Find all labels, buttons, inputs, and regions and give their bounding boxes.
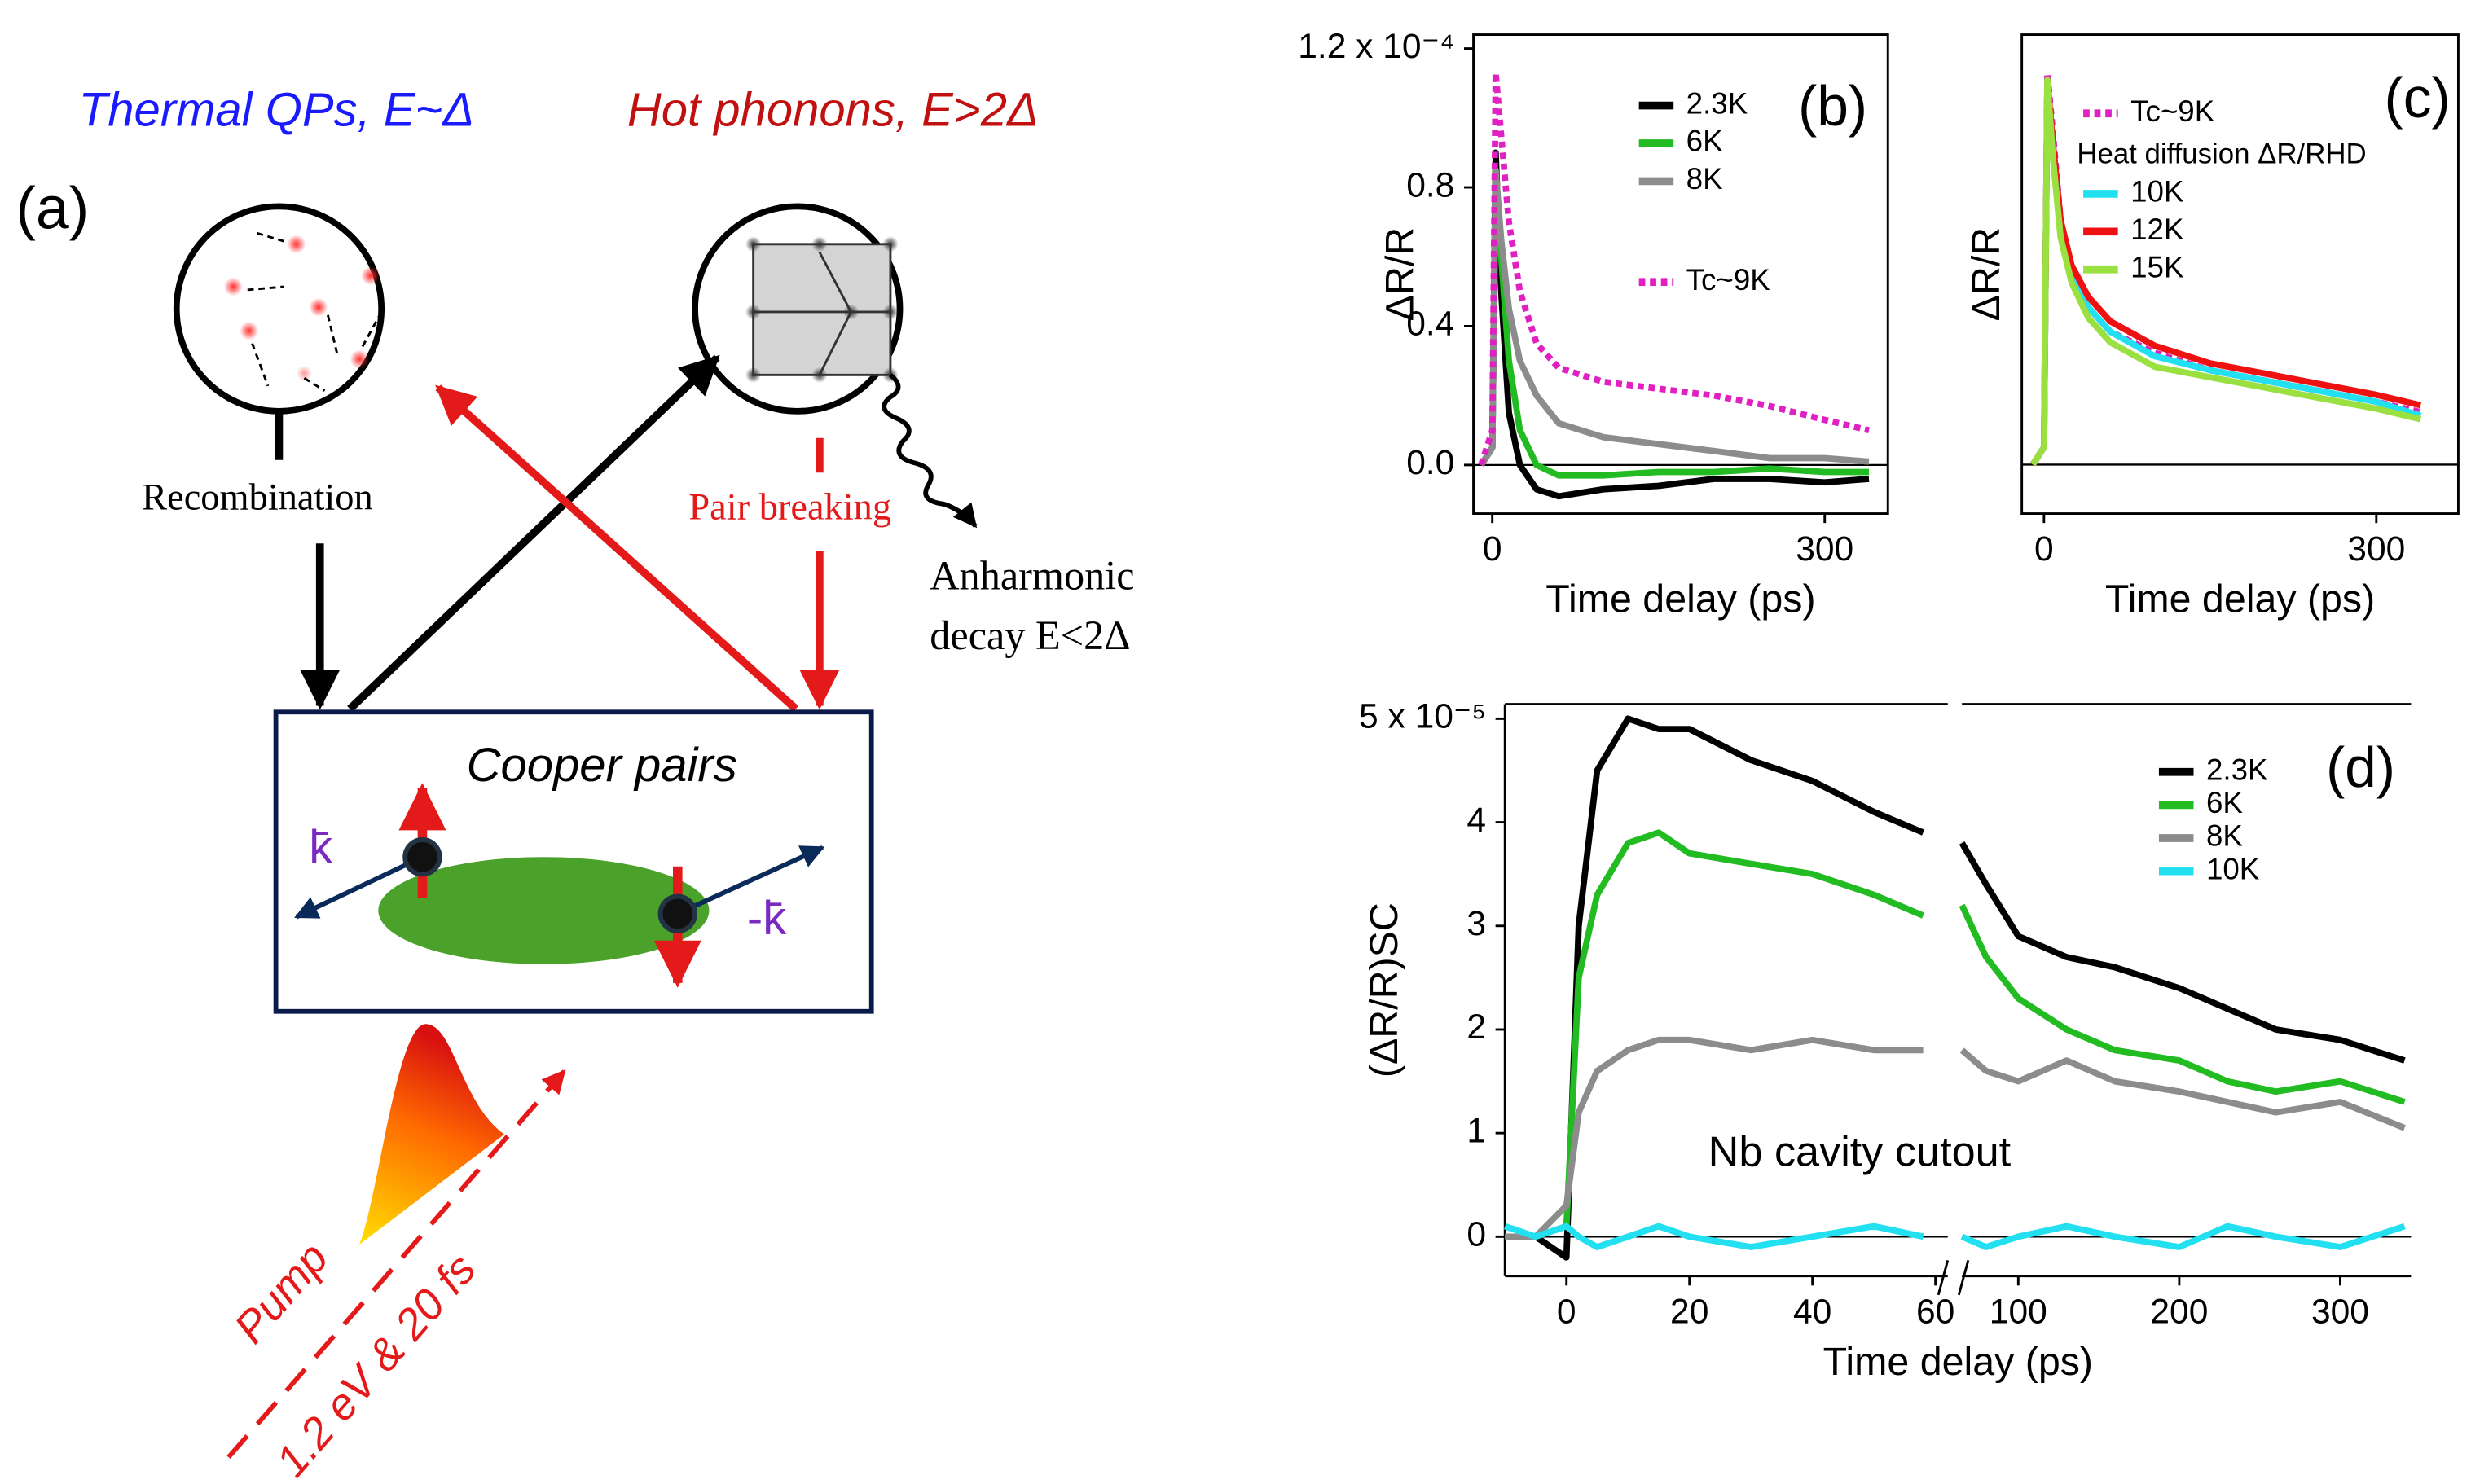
y-tick-label: 0.0 xyxy=(1406,443,1454,482)
hot-title: Hot phonons, E>2Δ xyxy=(627,84,1039,137)
electron xyxy=(657,893,697,934)
thermal-title: Thermal QPs, E~Δ xyxy=(79,84,474,137)
x-tick-label: 300 xyxy=(1796,529,1853,569)
arrow xyxy=(435,384,799,712)
lattice xyxy=(745,236,899,384)
y-axis-label: ΔR/R xyxy=(1378,227,1422,322)
x-tick-label: 0 xyxy=(2034,529,2054,569)
anharmonic: Anharmonic xyxy=(930,552,1134,598)
data-line xyxy=(1505,715,2406,1261)
arrow xyxy=(347,354,720,712)
legend-label: 12K xyxy=(2130,213,2184,246)
y-axis-label: (ΔR/R)SC xyxy=(1362,902,1406,1078)
y-tick-label: 5 x 10⁻⁵ xyxy=(1359,697,1486,736)
qp-circle xyxy=(173,203,385,415)
y-tick-label: 0.8 xyxy=(1406,165,1454,204)
y-tick-label: 0 xyxy=(1466,1215,1486,1254)
legend-label: 8K xyxy=(1686,162,1723,195)
data-line xyxy=(1504,1223,2406,1250)
axis-break xyxy=(1937,1259,1970,1296)
legend-label: 6K xyxy=(2206,786,2243,819)
panel-label: (a) xyxy=(15,174,89,242)
x-tick-label: 0 xyxy=(1483,529,1502,569)
y-tick-label: 1 xyxy=(1466,1111,1486,1150)
x-tick-label: 40 xyxy=(1793,1292,1831,1331)
panel-label: (d) xyxy=(2326,735,2395,799)
recombination: Recombination xyxy=(142,477,373,519)
x-tick-label: 0 xyxy=(1557,1292,1576,1331)
pair-ellipse xyxy=(378,857,710,964)
chart: 0.0 0.4 0.8 1.2 x 10⁻⁴ 0 300 2.3K 6K 8K Tc~9K (b) T… xyxy=(1298,27,1889,621)
diagram: (a) Thermal QPs, E~Δ Hot phonons, E>2Δ R… xyxy=(15,84,1134,1484)
pair-breaking: Pair breaking xyxy=(688,486,891,528)
legend-label: 6K xyxy=(1686,125,1723,158)
x-axis-label: Time delay (ps) xyxy=(1545,577,1815,621)
x-axis-label: Time delay (ps) xyxy=(1823,1340,2093,1384)
legend-label: 2.3K xyxy=(2206,753,2268,786)
y-tick-label: 1.2 x 10⁻⁴ xyxy=(1298,27,1454,66)
k-arrow xyxy=(676,845,825,916)
y-tick-label: 0.4 xyxy=(1406,305,1454,344)
data-line xyxy=(1505,829,2406,1240)
plot-frame xyxy=(1472,33,1889,515)
x-tick-label: 300 xyxy=(2311,1292,2369,1331)
chart: 0 300 Tc~9K Heat diffusion ΔR/RHD 10K 12K 15K (… xyxy=(1964,33,2460,621)
legend-label: 15K xyxy=(2130,250,2184,283)
chart: 0 1 2 3 4 5 x 10⁻⁵ 0 20 40 60 100 200 300 2.3K6K8K10K… xyxy=(1359,697,2412,1384)
k-arrow xyxy=(294,854,424,920)
annotation: Nb cavity cutout xyxy=(1708,1129,2012,1176)
legend-label: 8K xyxy=(2206,819,2243,853)
electron xyxy=(402,837,442,877)
y-axis-label: ΔR/R xyxy=(1964,227,2008,322)
data-line xyxy=(1478,69,1870,467)
legend-label: Tc~9K xyxy=(1686,263,1771,296)
panel-label: (b) xyxy=(1798,74,1867,138)
qp-dots xyxy=(223,231,383,392)
pump-label: Pump xyxy=(225,1233,337,1352)
x-axis-label: Time delay (ps) xyxy=(2105,577,2375,621)
x-tick-label: 20 xyxy=(1670,1292,1708,1331)
cooper-title: Cooper pairs xyxy=(467,739,737,792)
legend-label: 10K xyxy=(2130,175,2184,209)
legend-label: 10K xyxy=(2206,852,2260,885)
legend-label: 2.3K xyxy=(1686,86,1748,120)
k-label: -k̄ xyxy=(747,892,787,945)
anharmonic: decay E<2Δ xyxy=(930,612,1130,658)
y-tick-label: 2 xyxy=(1466,1008,1486,1047)
data-line xyxy=(1505,1036,2406,1240)
data-line xyxy=(1478,166,1870,468)
x-tick-label: 100 xyxy=(1990,1292,2047,1331)
wavy-arrow xyxy=(882,373,978,529)
legend-label: Tc~9K xyxy=(2130,94,2215,128)
legend-note: Heat diffusion ΔR/RHD xyxy=(2077,138,2366,170)
k-label: k̄ xyxy=(309,821,333,874)
pump-pulse xyxy=(359,1024,505,1245)
y-tick-label: 4 xyxy=(1466,801,1486,840)
panel-label: (c) xyxy=(2385,66,2451,130)
x-tick-label: 60 xyxy=(1916,1292,1954,1331)
plot-frame xyxy=(2020,33,2460,515)
x-tick-label: 300 xyxy=(2347,529,2405,569)
data-line xyxy=(2029,77,2422,467)
y-tick-label: 3 xyxy=(1466,904,1486,943)
data-line xyxy=(1478,166,1870,479)
x-tick-label: 200 xyxy=(2150,1292,2208,1331)
